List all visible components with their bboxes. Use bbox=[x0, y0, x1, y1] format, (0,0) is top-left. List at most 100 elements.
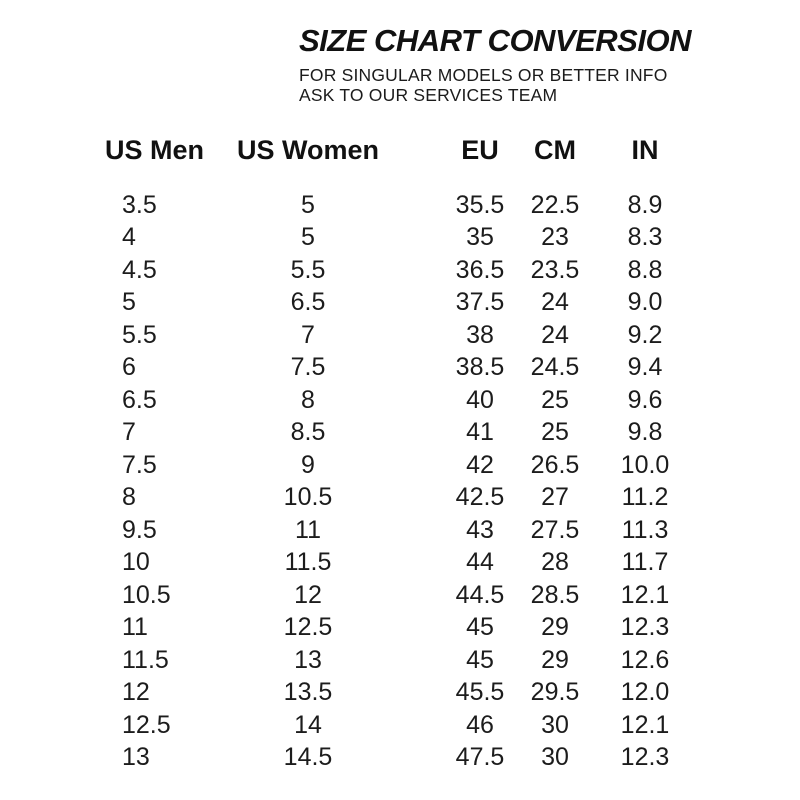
cell: 9.8 bbox=[627, 418, 663, 447]
cell: 8.9 bbox=[627, 190, 663, 219]
title-block: SIZE CHART CONVERSION FOR SINGULAR MODEL… bbox=[299, 24, 779, 105]
cell: 37.5 bbox=[455, 288, 505, 317]
cell: 10.0 bbox=[620, 450, 670, 479]
cell: 42 bbox=[466, 450, 494, 479]
cell: 13.5 bbox=[283, 678, 333, 707]
cell: 29 bbox=[541, 613, 569, 642]
cell: 44.5 bbox=[455, 580, 505, 609]
cell: 11 bbox=[295, 515, 321, 544]
cell: 5 bbox=[301, 223, 315, 252]
cell: 12.3 bbox=[620, 613, 670, 642]
column-cm: CM 22.5 23 23.5 24 24 24.5 25 25 26.5 27 27.5 28 28.5… bbox=[531, 128, 580, 774]
cell: 35.5 bbox=[455, 190, 505, 219]
cell: 24 bbox=[541, 320, 569, 349]
cell: 11.7 bbox=[621, 548, 669, 577]
cell: 5 bbox=[122, 288, 136, 317]
column-eu: EU 35.5 35 36.5 37.5 38 38.5 40 41 42 42.5 43 44 44.5… bbox=[456, 128, 505, 774]
cell: 23 bbox=[541, 223, 569, 252]
cell: 11.3 bbox=[621, 515, 669, 544]
cell: 40 bbox=[466, 385, 494, 414]
cell: 10.5 bbox=[122, 580, 171, 609]
cell: 38.5 bbox=[455, 353, 505, 382]
page-title: SIZE CHART CONVERSION bbox=[299, 23, 691, 58]
cell: 25 bbox=[541, 385, 569, 414]
cell: 36.5 bbox=[455, 255, 505, 284]
cell: 10 bbox=[122, 548, 150, 577]
cell: 45.5 bbox=[455, 678, 505, 707]
column-header: US Women bbox=[236, 134, 380, 165]
cell: 11 bbox=[122, 613, 148, 642]
cell: 45 bbox=[466, 645, 494, 674]
cell: 27.5 bbox=[530, 515, 580, 544]
cell: 12.1 bbox=[620, 580, 670, 609]
cell: 12.5 bbox=[283, 613, 333, 642]
cell: 14 bbox=[294, 710, 322, 739]
cell: 28.5 bbox=[530, 580, 580, 609]
cell: 38 bbox=[466, 320, 494, 349]
subtitle-line-2: ASK TO OUR SERVICES TEAM bbox=[299, 84, 558, 105]
cell: 8.8 bbox=[627, 255, 663, 284]
cell: 9 bbox=[301, 450, 315, 479]
column-header: EU bbox=[461, 134, 499, 165]
cell: 11.5 bbox=[284, 548, 332, 577]
cell: 6.5 bbox=[290, 288, 326, 317]
cell: 8.5 bbox=[290, 418, 326, 447]
cell: 9.2 bbox=[627, 320, 663, 349]
cell: 29.5 bbox=[530, 678, 580, 707]
column-header: IN bbox=[631, 134, 659, 165]
cell: 5.5 bbox=[122, 320, 157, 349]
cell: 29 bbox=[541, 645, 569, 674]
cell: 12 bbox=[294, 580, 322, 609]
cell: 9.6 bbox=[627, 385, 663, 414]
cell: 11.2 bbox=[621, 483, 669, 512]
column-in: IN 8.9 8.3 8.8 9.0 9.2 9.4 9.6 9.8 10.0 11.2 11.3 11… bbox=[621, 128, 670, 774]
subtitle-line-1: FOR SINGULAR MODELS OR BETTER INFO bbox=[299, 65, 668, 85]
cell: 8 bbox=[301, 385, 315, 414]
column-us-women: US Women 5 5 5.5 6.5 7 7.5 8 8.5 9 10.5 11 11.5 12 12.… bbox=[237, 128, 379, 774]
cell: 14.5 bbox=[283, 743, 333, 772]
cell: 23.5 bbox=[530, 255, 580, 284]
cell: 8 bbox=[122, 483, 136, 512]
cell: 13 bbox=[122, 743, 150, 772]
cell: 9.4 bbox=[627, 353, 663, 382]
cell: 24.5 bbox=[530, 353, 580, 382]
cell: 3.5 bbox=[122, 190, 157, 219]
cell: 35 bbox=[466, 223, 494, 252]
cell: 9.0 bbox=[627, 288, 663, 317]
cell: 41 bbox=[466, 418, 494, 447]
cell: 12 bbox=[122, 678, 150, 707]
cell: 47.5 bbox=[455, 743, 505, 772]
cell: 46 bbox=[466, 710, 494, 739]
cell: 12.0 bbox=[620, 678, 670, 707]
cell: 7 bbox=[122, 418, 136, 447]
cell: 28 bbox=[541, 548, 569, 577]
cell: 12.1 bbox=[620, 710, 670, 739]
column-header: US Men bbox=[105, 134, 205, 165]
cell: 42.5 bbox=[455, 483, 505, 512]
column-header: CM bbox=[533, 134, 576, 165]
cell: 30 bbox=[541, 710, 569, 739]
cell: 13 bbox=[294, 645, 322, 674]
cell: 12.5 bbox=[122, 710, 171, 739]
cell: 6 bbox=[122, 353, 136, 382]
cell: 30 bbox=[541, 743, 569, 772]
cell: 22.5 bbox=[530, 190, 580, 219]
cell: 11.5 bbox=[122, 645, 169, 674]
column-us-men: US Men 3.5 4 4.5 5 5.5 6 6.5 7 7.5 8 9.5 10 10.5 11 11.… bbox=[105, 128, 204, 774]
cell: 7 bbox=[301, 320, 315, 349]
cell: 8.3 bbox=[627, 223, 663, 252]
cell: 9.5 bbox=[122, 515, 157, 544]
cell: 6.5 bbox=[122, 385, 157, 414]
cell: 12.6 bbox=[620, 645, 670, 674]
cell: 5.5 bbox=[290, 255, 326, 284]
cell: 12.3 bbox=[620, 743, 670, 772]
cell: 4 bbox=[122, 223, 136, 252]
cell: 27 bbox=[541, 483, 569, 512]
cell: 43 bbox=[466, 515, 494, 544]
cell: 26.5 bbox=[530, 450, 580, 479]
cell: 45 bbox=[466, 613, 494, 642]
cell: 24 bbox=[541, 288, 569, 317]
cell: 7.5 bbox=[290, 353, 326, 382]
cell: 4.5 bbox=[122, 255, 157, 284]
